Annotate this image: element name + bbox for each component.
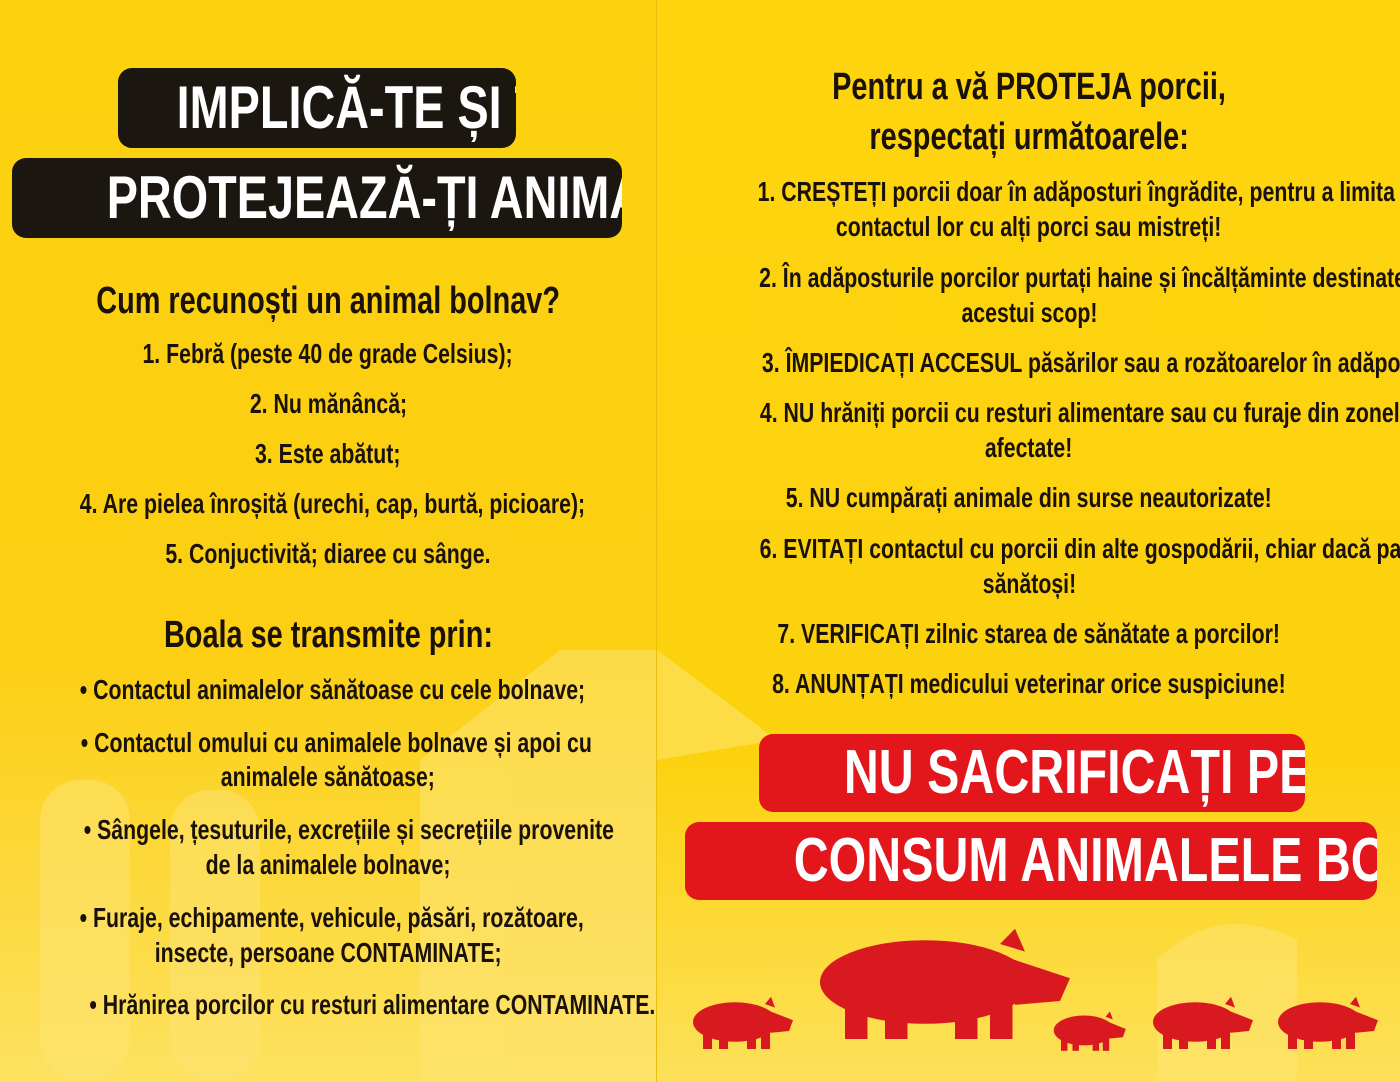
rule-item: 1. CREȘTEȚI porcii doar în adăposturi în…: [757, 176, 1395, 207]
symptom-item: 3. Este abătut;: [255, 438, 401, 469]
rule-item: 4. NU hrăniți porcii cu resturi alimenta…: [759, 397, 1400, 428]
rule-item-cont: acestui scop!: [960, 297, 1097, 328]
rule-item-cont: afectate!: [985, 432, 1073, 463]
transmission-item-cont: de la animalele bolnave;: [205, 849, 451, 880]
headline-banner-1: IMPLICĂ-TE ȘI TU!: [118, 68, 516, 148]
headline-banner-2: PROTEJEAZĂ-ȚI ANIMALELE!: [12, 158, 622, 238]
transmission-item: • Contactul omului cu animalele bolnave …: [80, 727, 592, 758]
rule-item: 7. VERIFICAȚI zilnic starea de sănătate …: [777, 618, 1281, 649]
rule-item: 3. ÎMPIEDICAȚI ACCESUL păsărilor sau a r…: [761, 347, 1400, 378]
pig-icon: [1278, 996, 1378, 1049]
transmission-item: • Sângele, țesuturile, excrețiile și sec…: [83, 814, 614, 845]
left-panel: IMPLICĂ-TE ȘI TU! PROTEJEAZĂ-ȚI ANIMALEL…: [0, 0, 656, 1082]
transmission-item-cont: insecte, persoane CONTAMINATE;: [154, 937, 502, 968]
transmission-title: Boala se transmite prin:: [163, 614, 493, 656]
rule-item: 5. NU cumpărați animale din surse neauto…: [785, 482, 1273, 513]
pig-icon: [693, 996, 793, 1049]
right-panel: Pentru a vă PROTEJA porcii, respectați u…: [656, 0, 1400, 1082]
rule-item: 8. ANUNȚAȚI medicului veterinar orice su…: [772, 668, 1286, 699]
pig-icon: [1053, 1011, 1126, 1051]
rules-title-2: respectați următoarele:: [869, 116, 1189, 158]
pig-icon: [1153, 996, 1253, 1049]
transmission-item-cont: animalele sănătoase;: [220, 761, 436, 792]
symptom-item: 2. Nu mănâncă;: [249, 388, 407, 419]
symptoms-title: Cum recunoști un animal bolnav?: [96, 280, 560, 322]
farm-buildings-illustration: [40, 650, 656, 1082]
pig-icon: [820, 928, 1070, 1039]
rules-title-1: Pentru a vă PROTEJA porcii,: [832, 66, 1226, 108]
rule-item-cont: contactul lor cu alți porci sau mistreți…: [836, 211, 1222, 242]
warning-banner-1: NU SACRIFICAȚI PENTRU: [759, 734, 1305, 812]
symptom-item: 1. Febră (peste 40 de grade Celsius);: [142, 338, 514, 369]
transmission-item: • Hrănirea porcilor cu resturi alimentar…: [89, 989, 656, 1020]
transmission-item: • Furaje, echipamente, vehicule, păsări,…: [79, 902, 584, 933]
rule-item: 6. EVITAȚI contactul cu porcii din alte …: [759, 533, 1400, 564]
rule-item-cont: sănătoși!: [982, 568, 1076, 599]
transmission-item: • Contactul animalelor sănătoase cu cele…: [79, 674, 586, 705]
warning-banner-2: CONSUM ANIMALELE BOLNAVE!: [685, 822, 1377, 900]
rule-item: 2. În adăposturile porcilor purtați hain…: [759, 262, 1400, 293]
symptom-item: 5. Conjuctivită; diaree cu sânge.: [165, 538, 491, 569]
symptom-item: 4. Are pielea înroșită (urechi, cap, bur…: [79, 488, 586, 519]
